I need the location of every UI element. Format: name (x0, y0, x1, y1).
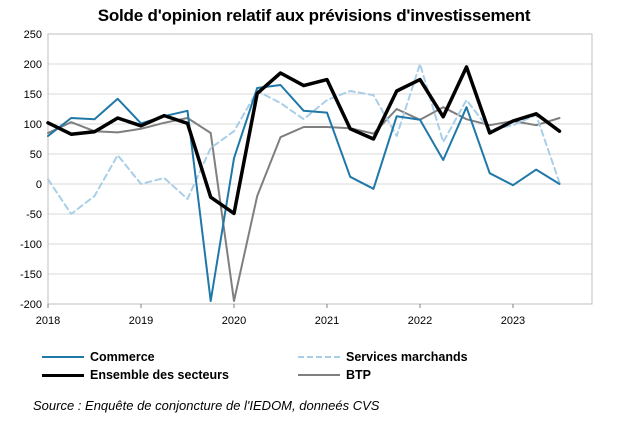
legend-swatch-btp (298, 374, 340, 376)
legend-swatch-services-marchands (298, 356, 340, 358)
legend-item-ensemble: Ensemble des secteurs (42, 368, 229, 382)
legend-item-services-marchands: Services marchands (298, 350, 468, 364)
y-tick-label: -150 (20, 269, 42, 281)
x-tick-label: 2022 (408, 315, 432, 327)
x-tick-label: 2023 (501, 315, 525, 327)
legend-swatch-commerce (42, 356, 84, 358)
series-line-ensemble-des-secteurs (46, 65, 562, 216)
axes: 250 200 150 100 50 0 -50 -100 -150 -200 2018 2019 20… (20, 29, 525, 327)
legend-item-btp: BTP (298, 368, 371, 382)
x-tick-label: 2020 (222, 315, 246, 327)
y-tick-label: 200 (24, 59, 42, 71)
line-chart: 250 200 150 100 50 0 -50 -100 -150 -200 2018 2019 20… (20, 29, 593, 327)
legend-label-commerce: Commerce (90, 350, 155, 364)
legend-label-ensemble: Ensemble des secteurs (90, 368, 229, 382)
y-tick-label: 100 (24, 119, 42, 131)
legend-label-btp: BTP (346, 368, 371, 382)
y-tick-label: -50 (26, 209, 42, 221)
series-line-btp (47, 106, 561, 302)
x-tick-label: 2018 (36, 315, 60, 327)
y-tick-label: 50 (30, 149, 42, 161)
y-tick-label: 250 (24, 29, 42, 41)
chart-title: Solde d'opinion relatif aux prévisions d… (97, 6, 531, 25)
plot-frame (47, 33, 593, 305)
series-line-commerce (47, 84, 561, 302)
x-tick-label: 2019 (129, 315, 153, 327)
y-tick-label: 150 (24, 89, 42, 101)
y-tick-label: 0 (36, 179, 42, 191)
y-tick-label: -100 (20, 239, 42, 251)
series-lines (46, 63, 562, 302)
source-note: Source : Enquête de conjoncture de l'IED… (33, 398, 380, 413)
y-tick-label: -200 (20, 299, 42, 311)
legend-label-services-marchands: Services marchands (346, 350, 468, 364)
legend-item-commerce: Commerce (42, 350, 155, 364)
series-line-services-marchands (47, 63, 561, 215)
x-tick-label: 2021 (315, 315, 339, 327)
legend-swatch-ensemble (42, 373, 84, 377)
